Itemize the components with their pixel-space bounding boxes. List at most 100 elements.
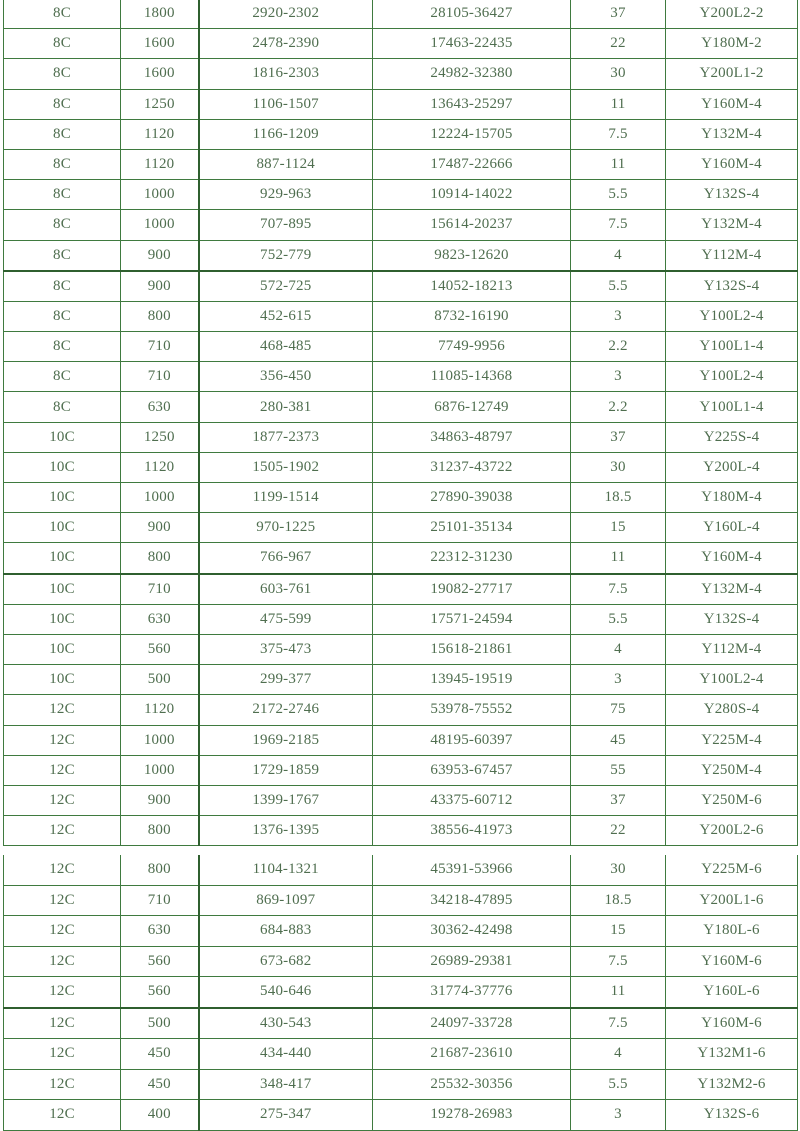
cell-motor-model: Y225M-4 [665,724,798,756]
cell-power: 55 [570,754,666,786]
cell-power: 11 [570,976,666,1009]
cell-power: 22 [570,815,666,847]
cell-power: 37 [570,784,666,817]
cell-power: 4 [570,239,666,272]
cell-speed-range: 434-440 [198,1038,373,1070]
cell-model: 8C [3,88,121,120]
cell-model: 10C [3,512,121,544]
cell-flow-range: 19278-26983 [372,1099,571,1131]
cell-motor-model: Y100L2-4 [665,300,798,333]
table-row: 12C 450 348-417 25532-30356 5.5 Y132M2-6 [3,1068,798,1100]
cell-model: 12C [3,915,121,947]
cell-flow-range: 48195-60397 [372,724,571,756]
cell-model: 8C [3,28,121,60]
cell-model: 12C [3,976,121,1009]
cell-speed-range: 1166-1209 [198,118,373,150]
cell-flow-range: 17571-24594 [372,603,571,635]
cell-power: 5.5 [570,179,666,211]
cell-power: 18.5 [570,884,666,916]
cell-motor-model: Y132S-4 [665,179,798,211]
cell-flow-range: 31237-43722 [372,451,571,484]
cell-speed-range: 375-473 [198,633,373,666]
cell-motor-model: Y160M-6 [665,945,798,977]
cell-speed-range: 1816-2303 [198,58,373,90]
cell-model: 10C [3,421,121,453]
cell-motor-model: Y200L1-2 [665,58,798,90]
cell-size: 900 [120,270,200,302]
cell-power: 7.5 [570,209,666,241]
cell-motor-model: Y160M-6 [665,1007,798,1039]
cell-power: 15 [570,915,666,947]
cell-size: 630 [120,915,200,947]
cell-size: 900 [120,512,200,544]
table-row: 12C 400 275-347 19278-26983 3 Y132S-6 [3,1099,798,1131]
cell-power: 30 [570,451,666,484]
table-row: 12C 1000 1729-1859 63953-67457 55 Y250M-4 [3,754,798,786]
cell-size: 800 [120,855,200,886]
table-row: 8C 630 280-381 6876-12749 2.2 Y100L1-4 [3,391,798,423]
table-row: 8C 1000 929-963 10914-14022 5.5 Y132S-4 [3,179,798,211]
cell-motor-model: Y100L1-4 [665,331,798,363]
table-row: 12C 450 434-440 21687-23610 4 Y132M1-6 [3,1038,798,1070]
spec-table-lower: 12C 800 1104-1321 45391-53966 30 Y225M-6 12C 71… [3,855,798,1131]
table-row: 10C 710 603-761 19082-27717 7.5 Y132M-4 [3,573,798,605]
cell-flow-range: 22312-31230 [372,542,571,575]
cell-model: 8C [3,239,121,272]
cell-motor-model: Y160M-4 [665,88,798,120]
cell-speed-range: 2920-2302 [198,0,373,30]
cell-flow-range: 6876-12749 [372,391,571,423]
cell-motor-model: Y225S-4 [665,421,798,453]
cell-motor-model: Y132M-4 [665,209,798,241]
cell-size: 900 [120,784,200,817]
cell-flow-range: 14052-18213 [372,270,571,302]
table-row: 10C 1120 1505-1902 31237-43722 30 Y200L-4 [3,451,798,484]
cell-flow-range: 13643-25297 [372,88,571,120]
cell-speed-range: 572-725 [198,270,373,302]
cell-size: 710 [120,331,200,363]
cell-model: 10C [3,451,121,484]
cell-speed-range: 356-450 [198,361,373,393]
cell-power: 75 [570,694,666,726]
table-row: 8C 1250 1106-1507 13643-25297 11 Y160M-4 [3,88,798,120]
cell-flow-range: 25101-35134 [372,512,571,544]
table-row: 8C 1600 1816-2303 24982-32380 30 Y200L1-2 [3,58,798,90]
cell-power: 45 [570,724,666,756]
table-row: 8C 900 752-779 9823-12620 4 Y112M-4 [3,239,798,272]
cell-size: 1000 [120,724,200,756]
table-row: 8C 1120 1166-1209 12224-15705 7.5 Y132M-4 [3,118,798,150]
cell-size: 1000 [120,481,200,514]
cell-power: 3 [570,300,666,333]
cell-model: 8C [3,209,121,241]
cell-size: 1600 [120,28,200,60]
table-row: 10C 1250 1877-2373 34863-48797 37 Y225S-4 [3,421,798,453]
cell-flow-range: 15614-20237 [372,209,571,241]
cell-size: 1250 [120,421,200,453]
cell-motor-model: Y250M-6 [665,784,798,817]
cell-speed-range: 603-761 [198,573,373,605]
cell-speed-range: 280-381 [198,391,373,423]
cell-flow-range: 12224-15705 [372,118,571,150]
cell-motor-model: Y200L1-6 [665,884,798,916]
cell-speed-range: 929-963 [198,179,373,211]
cell-model: 10C [3,542,121,575]
cell-size: 400 [120,1099,200,1131]
cell-speed-range: 275-347 [198,1099,373,1131]
cell-motor-model: Y132M-4 [665,118,798,150]
cell-model: 10C [3,481,121,514]
cell-model: 8C [3,300,121,333]
cell-model: 12C [3,784,121,817]
cell-power: 7.5 [570,118,666,150]
cell-motor-model: Y132S-4 [665,603,798,635]
cell-power: 5.5 [570,270,666,302]
cell-size: 900 [120,239,200,272]
cell-power: 4 [570,633,666,666]
cell-size: 560 [120,633,200,666]
cell-model: 12C [3,1099,121,1131]
cell-motor-model: Y250M-4 [665,754,798,786]
table-row: 8C 1800 2920-2302 28105-36427 37 Y200L2-2 [3,0,798,30]
cell-power: 5.5 [570,1068,666,1100]
cell-flow-range: 34863-48797 [372,421,571,453]
cell-size: 560 [120,976,200,1009]
table-row: 8C 800 452-615 8732-16190 3 Y100L2-4 [3,300,798,333]
cell-model: 12C [3,694,121,726]
